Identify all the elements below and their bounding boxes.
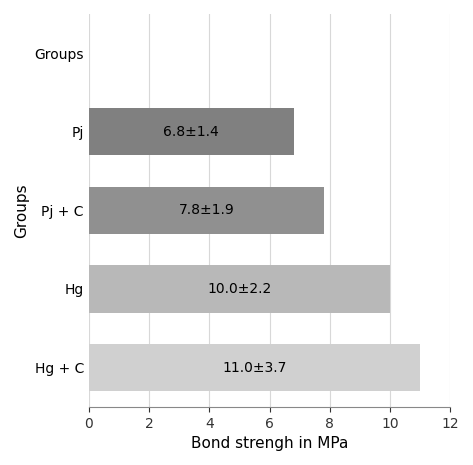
Text: 11.0±3.7: 11.0±3.7: [222, 360, 287, 374]
Bar: [89, 344, 420, 391]
Text: 10.0±2.2: 10.0±2.2: [207, 282, 272, 296]
Y-axis label: Groups: Groups: [14, 183, 29, 238]
X-axis label: Bond strengh in MPa: Bond strengh in MPa: [191, 436, 348, 451]
Bar: [89, 108, 294, 155]
Bar: [89, 187, 324, 234]
Text: 7.8±1.9: 7.8±1.9: [178, 203, 234, 217]
Bar: [89, 266, 390, 312]
Text: 6.8±1.4: 6.8±1.4: [163, 125, 219, 139]
